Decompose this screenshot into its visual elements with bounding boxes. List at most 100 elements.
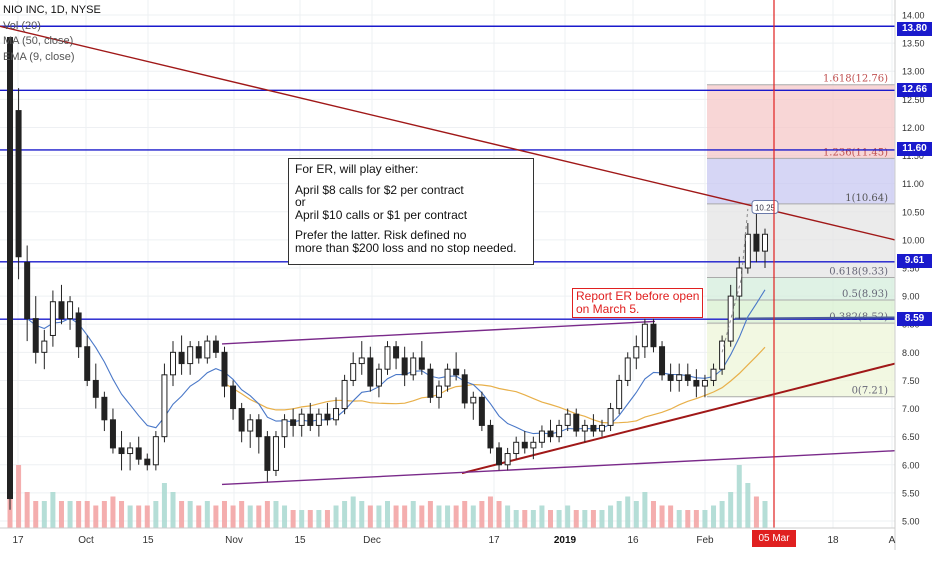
x-tick-label: 15 [294,535,306,546]
volume-bar [762,501,768,528]
y-tick-label: 6.50 [902,432,920,442]
volume-bar [101,501,107,528]
candle-body [427,368,434,398]
candle-body [470,396,477,404]
y-tick-label: 9.50 [902,264,920,274]
volume-bar [213,505,219,528]
volume-bar [153,501,159,528]
price-chart[interactable]: 1.618(12.76) 1.236(11.45) 1(10.64) 0.618(9.… [0,0,932,550]
volume-bar [58,501,64,528]
volume-bar [573,510,579,528]
cursor-date-tag: 05 Mar '19 [752,530,796,561]
price-tag-11-60: 11.60 [897,142,932,156]
symbol-title[interactable]: NIO INC, 1D, NYSE [3,4,101,16]
candle-body [393,346,400,359]
volume-bar [676,510,682,528]
fib-level-label: 0.5(8.93) [842,289,888,300]
note-line: more than $200 loss and no stop needed. [295,240,517,255]
candle-body [641,323,648,348]
candle-body [753,233,760,252]
note-line: April $10 calls or $1 per contract [295,207,468,222]
volume-bar [650,501,656,528]
volume-bar [136,505,142,528]
descending-trendline [0,25,896,241]
volume-bar [419,505,425,528]
candle-body [384,346,391,370]
candle-body [92,379,99,398]
candle-body [195,346,202,359]
volume-bar [693,510,699,528]
volume-bar [204,501,210,528]
volume-bar [376,505,382,528]
candle-body [255,419,262,438]
x-tick-label: 15 [142,535,154,546]
legend-ema9[interactable]: EMA (9, close) [3,50,75,63]
fib-zone [707,277,895,301]
volume-bar [530,510,536,528]
candle-body [401,357,408,376]
candle-body [281,419,288,438]
volume-bar [548,510,554,528]
candle-body [590,424,597,432]
fib-level-label: 1.236(11.45) [823,147,888,158]
candle-body [24,261,31,320]
volume-bar [144,505,150,528]
volume-bar [41,501,47,528]
candle-body [684,374,691,381]
volume-bar [487,496,493,528]
legend-ma50[interactable]: MA (50, close) [3,35,74,47]
volume-bar [685,510,691,528]
y-tick-label: 9.00 [902,292,920,302]
legend-volume[interactable]: Vol (20) [3,19,41,32]
candle-body [109,419,116,449]
candle-body [341,379,348,410]
fib-level-label: 0.618(9.33) [829,267,888,278]
volume-bar [616,501,622,528]
candle-body [161,374,168,438]
earnings-note[interactable]: Report ER before open on March 5. [572,288,704,318]
trade-plan-note[interactable]: For ER, will play either: April $8 calls… [288,158,534,265]
volume-bar [427,501,433,528]
y-tick-label: 8.00 [902,348,920,358]
fib-zone [707,323,895,397]
candle-body [736,267,743,297]
ma50-line [224,346,766,424]
volume-bar [299,510,305,528]
y-tick-label: 10.00 [902,235,925,245]
candle-body [230,385,237,410]
volume-bar [170,492,176,528]
candle-body [41,340,48,353]
volume-bar [324,510,330,528]
channel-top-line [221,320,656,345]
chart-legend: NIO INC, 1D, NYSE Vol (20) MA (50, close… [3,3,101,65]
x-tick-label: A [889,535,896,546]
candle-body [496,447,503,466]
y-tick-label: 7.50 [902,376,920,386]
er-note-line: on March 5. [576,302,640,316]
volume-bar [462,501,468,528]
y-tick-label: 11.50 [902,151,924,161]
y-tick-label: 5.50 [902,488,920,498]
candle-body [461,374,468,404]
candle-body [513,441,520,455]
volume-bar [264,501,270,528]
candle-body [410,357,417,376]
volume-bar [230,505,236,528]
volume-bar [745,483,751,528]
price-tag-8-59: 8.59 [897,312,932,326]
volume-bar [221,501,227,528]
candle-body [487,424,494,449]
volume-bar [625,496,631,528]
candle-body [15,110,22,258]
candle-body [659,346,666,376]
candle-body [504,453,511,466]
volume-bar [50,492,56,528]
candle-body [530,441,537,449]
y-tick-label: 11.00 [902,179,924,189]
peak-label-box [751,200,779,215]
candle-body [49,301,56,336]
volume-bar [110,496,116,528]
candle-body [418,357,425,370]
x-tick-label: 17 [12,535,24,546]
volume-bar [385,501,390,528]
